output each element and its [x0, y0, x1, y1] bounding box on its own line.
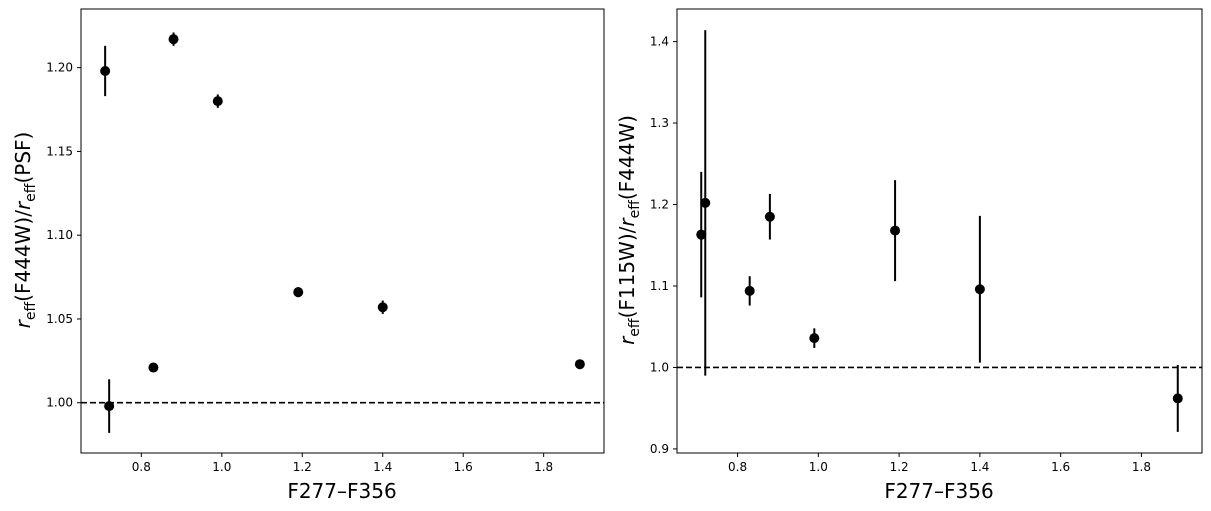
left-y-tick-label: 1.00 [46, 396, 73, 410]
right-x-tick-label: 1.2 [890, 460, 909, 474]
left-x-tick-label: 1.0 [212, 460, 231, 474]
right-x-tick-label: 1.4 [970, 460, 989, 474]
left-y-tick-label: 1.15 [46, 144, 73, 158]
left-data-point [100, 65, 111, 76]
right-data-point [1172, 393, 1183, 404]
right-data-point [809, 333, 820, 344]
left-x-axis-label: F277–F356 [287, 479, 396, 503]
left-x-tick-label: 0.8 [132, 460, 151, 474]
left-x-tick-label: 1.6 [454, 460, 473, 474]
right-x-tick-label: 1.0 [809, 460, 828, 474]
right-y-tick-label: 1.4 [650, 35, 669, 49]
left-data-point [293, 287, 304, 298]
right-y-tick-label: 1.3 [650, 116, 669, 130]
left-x-tick-label: 1.2 [293, 460, 312, 474]
left-data-point [377, 302, 388, 313]
left-plot-frame [80, 8, 605, 454]
right-y-tick-label: 1.0 [650, 360, 669, 374]
right-x-tick-label: 1.6 [1051, 460, 1070, 474]
right-data-point [700, 197, 711, 208]
right-data-point [890, 225, 901, 236]
right-x-tick-label: 0.8 [728, 460, 747, 474]
left-y-tick-label: 1.05 [46, 312, 73, 326]
right-data-point [696, 229, 707, 240]
right-data-point [764, 211, 775, 222]
left-y-tick-label: 1.10 [46, 228, 73, 242]
left-x-tick-label: 1.4 [373, 460, 392, 474]
left-data-point [104, 401, 115, 412]
right-y-tick-label: 1.2 [650, 198, 669, 212]
left-data-point [212, 96, 223, 107]
right-y-tick-label: 1.1 [650, 279, 669, 293]
left-x-tick-label: 1.8 [534, 460, 553, 474]
right-y-axis-label: reff(F115W)/reff(F444W) [615, 115, 643, 345]
left-data-point [168, 34, 179, 45]
left-panel: F277–F356 reff(F444W)/reff(PSF) 0.8 1.0 1.… [11, 8, 605, 503]
left-data-point [574, 359, 585, 370]
right-data-point [744, 285, 755, 296]
right-plot-frame [676, 8, 1203, 454]
right-y-tick-label: 0.9 [650, 442, 669, 456]
right-data-point [974, 284, 985, 295]
left-y-axis-label: reff(F444W)/reff(PSF) [11, 132, 39, 329]
right-panel: F277–F356 reff(F115W)/reff(F444W) 0.8 1.0… [615, 8, 1203, 503]
right-x-tick-label: 1.8 [1132, 460, 1151, 474]
left-y-tick-label: 1.20 [46, 61, 73, 75]
left-data-point [148, 362, 159, 373]
right-x-axis-label: F277–F356 [884, 479, 993, 503]
